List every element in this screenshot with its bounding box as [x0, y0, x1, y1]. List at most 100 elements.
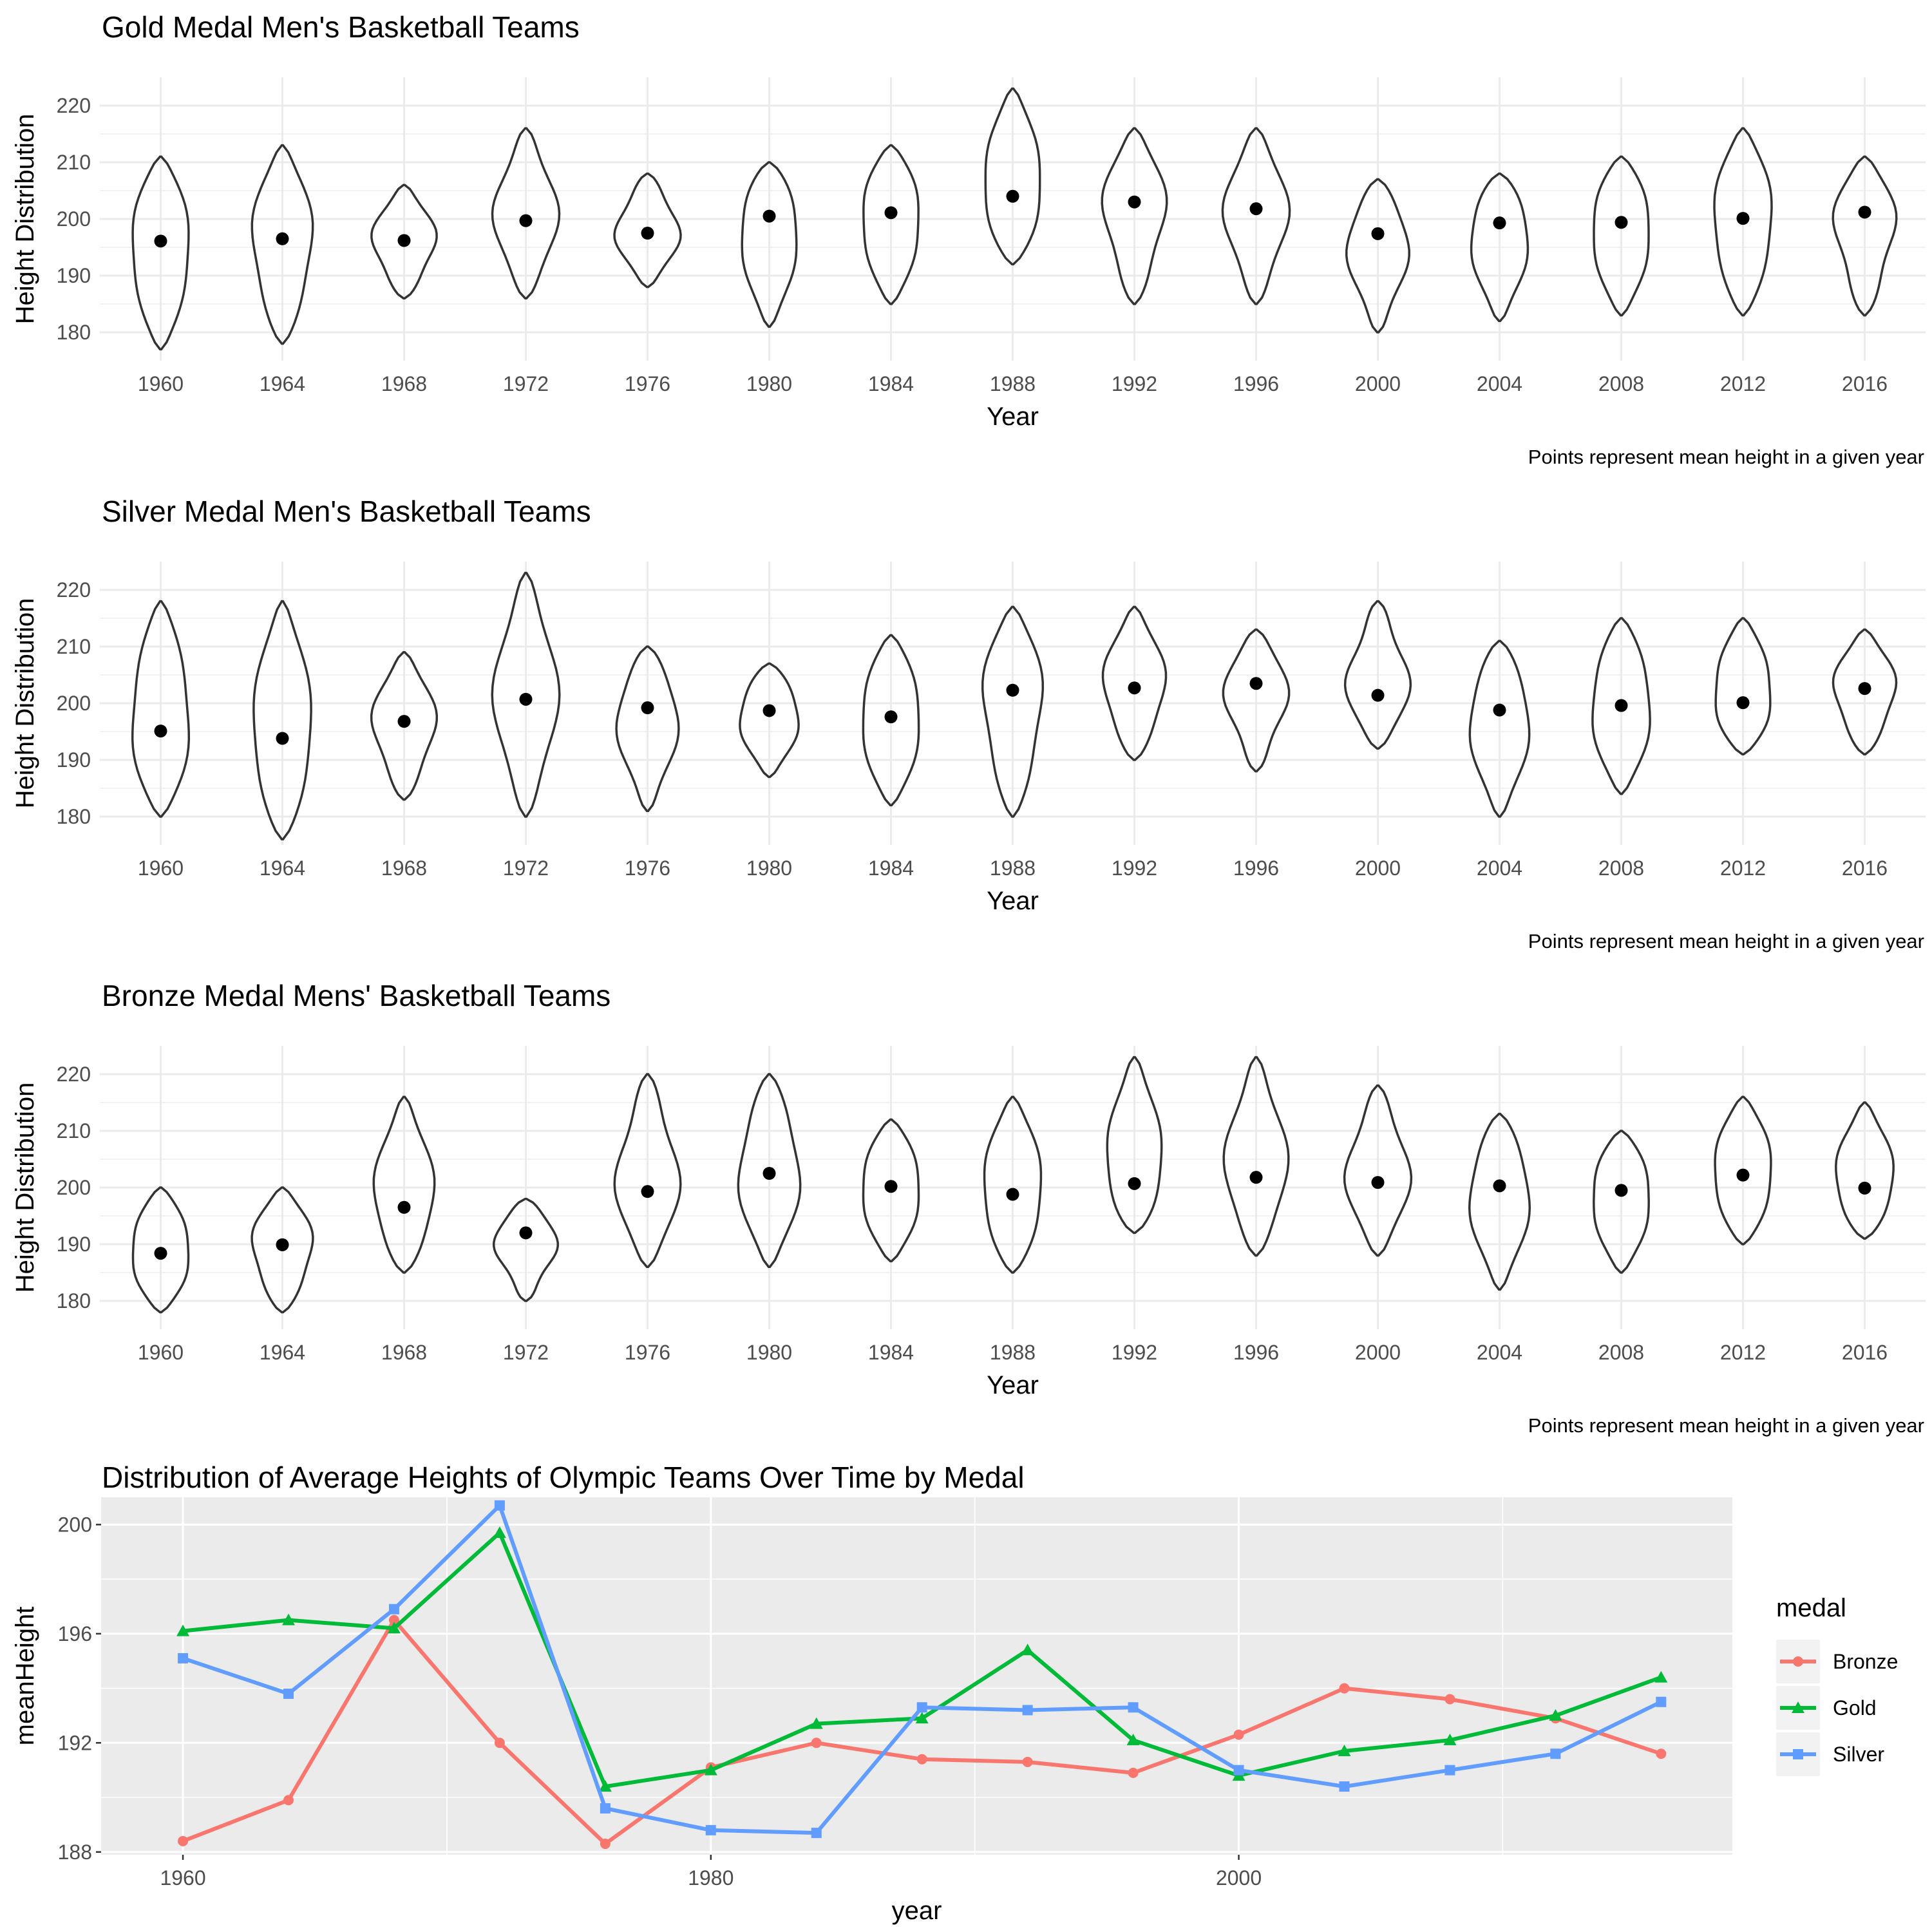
data-point-gold-1960	[176, 1624, 190, 1636]
data-point-gold-1984	[810, 1717, 823, 1729]
x-tick-label: 1996	[1233, 1341, 1279, 1364]
mean-point-1996	[1249, 677, 1263, 690]
data-point-silver-2008	[1444, 1765, 1455, 1776]
violin-1984	[862, 144, 920, 305]
caption: Points represent mean height in a given …	[1528, 1414, 1924, 1437]
mean-point-2008	[1615, 1184, 1628, 1197]
violin-1984	[862, 1118, 920, 1263]
mean-point-2008	[1615, 699, 1628, 712]
data-point-silver-1972	[494, 1500, 505, 1511]
violin-2004	[1468, 639, 1531, 818]
violin-1992	[1106, 1056, 1163, 1235]
data-point-silver-1992	[1022, 1705, 1033, 1716]
data-point-bronze-1972	[494, 1738, 505, 1748]
mean-point-2012	[1736, 212, 1750, 225]
mean-point-2000	[1371, 1176, 1385, 1189]
mean-point-1960	[154, 724, 167, 738]
x-tick-label: 1968	[381, 857, 427, 880]
x-axis-title: Year	[987, 402, 1039, 431]
x-tick-label: 1960	[160, 1866, 205, 1889]
x-tick-label: 2012	[1720, 372, 1766, 395]
x-tick-label: 2012	[1720, 1341, 1766, 1364]
data-point-silver-1988	[916, 1702, 927, 1713]
mean-point-1972	[519, 214, 533, 227]
x-tick-label: 2004	[1477, 372, 1522, 395]
data-point-bronze-1964	[283, 1795, 294, 1806]
data-point-silver-1968	[388, 1604, 399, 1615]
x-tick-label: 1996	[1233, 857, 1279, 880]
mean-point-2000	[1371, 688, 1385, 702]
x-tick-label: 2008	[1598, 857, 1644, 880]
y-tick-label: 210	[57, 151, 91, 174]
mean-point-1980	[762, 704, 776, 717]
x-tick-label: 1988	[990, 857, 1036, 880]
x-tick-label: 1976	[625, 372, 670, 395]
violin-1972	[491, 127, 561, 299]
mean-point-1988	[1006, 189, 1019, 203]
x-tick-label: 1988	[990, 372, 1036, 395]
x-tick-label: 2000	[1355, 857, 1401, 880]
mean-point-1992	[1128, 195, 1141, 209]
x-tick-label: 1976	[625, 857, 670, 880]
violin-2004	[1470, 172, 1530, 323]
chart-title: Distribution of Average Heights of Olymp…	[102, 1461, 1025, 1494]
mean-point-1988	[1006, 683, 1019, 697]
y-tick-label: 220	[57, 1063, 91, 1086]
violin-2008	[1591, 617, 1651, 795]
violin-1976	[613, 1073, 682, 1268]
legend-label-gold: Gold	[1833, 1696, 1877, 1719]
data-point-bronze-2000	[1233, 1729, 1244, 1740]
caption: Points represent mean height in a given …	[1528, 446, 1924, 468]
data-point-gold-1988	[915, 1712, 929, 1724]
legend-key-marker	[1793, 1656, 1803, 1667]
x-tick-label: 1968	[381, 372, 427, 395]
x-axis-title: Year	[987, 887, 1039, 915]
x-tick-label: 1984	[868, 1341, 914, 1364]
mean-point-1984	[884, 710, 898, 724]
data-point-silver-2012	[1550, 1748, 1561, 1759]
data-point-bronze-1992	[1022, 1756, 1033, 1767]
chart-title: Silver Medal Men's Basketball Teams	[102, 495, 591, 528]
mean-point-1976	[641, 227, 654, 240]
x-tick-label: 2016	[1842, 857, 1888, 880]
x-axis-title: Year	[987, 1371, 1039, 1399]
line-chart-panel: 188 192 196 200 1960 1980 2000 Distribution of …	[11, 1461, 1898, 1925]
y-tick-label: 196	[58, 1622, 92, 1645]
y-axis-title: Height Distribution	[11, 1083, 39, 1293]
mean-point-1960	[154, 1247, 167, 1260]
violin-1992	[1101, 605, 1168, 761]
y-axis-title: Height Distribution	[11, 114, 39, 325]
y-tick-label: 210	[57, 1119, 91, 1142]
caption: Points represent mean height in a given …	[1528, 930, 1924, 952]
x-tick-label: 1988	[990, 1341, 1036, 1364]
y-tick-label: 190	[57, 1233, 91, 1256]
violin-1960	[131, 1186, 190, 1314]
data-point-bronze-1976	[600, 1839, 611, 1850]
data-point-bronze-1988	[916, 1754, 927, 1765]
y-tick-label: 192	[58, 1731, 92, 1754]
legend-key-marker	[1792, 1701, 1804, 1713]
data-point-gold-1976	[598, 1780, 612, 1792]
mean-point-2012	[1736, 696, 1750, 710]
data-point-gold-1980	[704, 1763, 717, 1776]
data-point-gold-2012	[1549, 1709, 1562, 1721]
y-tick-label: 200	[58, 1513, 92, 1536]
mean-point-1964	[276, 732, 289, 745]
legend-label-bronze: Bronze	[1833, 1650, 1898, 1673]
mean-point-2004	[1493, 703, 1506, 717]
mean-point-2004	[1493, 216, 1506, 230]
mean-point-2008	[1615, 216, 1628, 229]
violin-1996	[1222, 1056, 1290, 1257]
violin-2012	[1713, 127, 1773, 317]
mean-point-1980	[762, 209, 776, 223]
violin-1980	[737, 1073, 802, 1268]
mean-point-1972	[519, 692, 533, 706]
mean-point-1972	[519, 1226, 533, 1240]
violin-2000	[1345, 178, 1410, 334]
chart-title: Gold Medal Men's Basketball Teams	[102, 10, 580, 44]
x-tick-label: 2004	[1477, 857, 1522, 880]
mean-point-1964	[276, 232, 289, 245]
violin-1972	[493, 1197, 559, 1302]
x-tick-label: 1960	[138, 372, 184, 395]
x-tick-label: 1968	[381, 1341, 427, 1364]
